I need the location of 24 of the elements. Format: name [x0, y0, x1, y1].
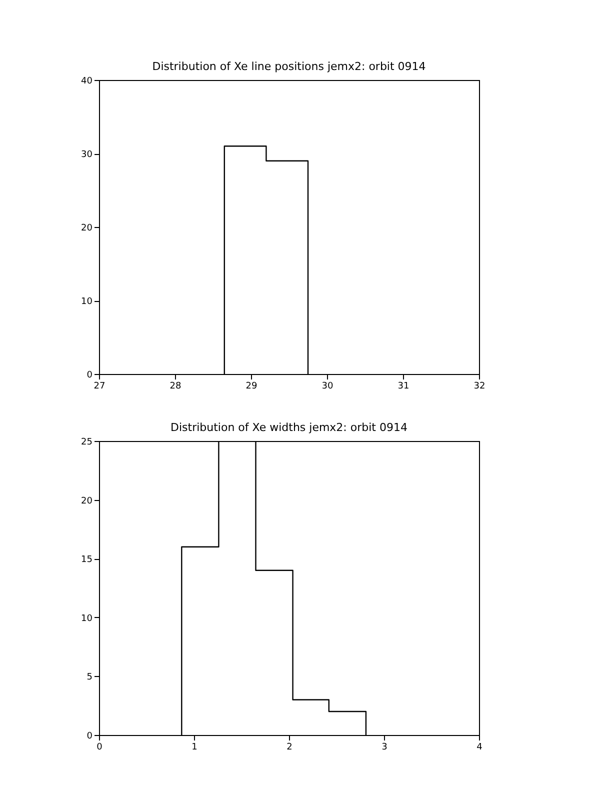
x-tick-label: 27: [94, 382, 106, 392]
x-tick-label: 2: [286, 742, 292, 752]
x-tick-label: 28: [170, 382, 182, 392]
x-tick-label: 0: [96, 742, 103, 752]
y-tick-label: 0: [86, 370, 93, 380]
y-tick-label: 15: [81, 555, 92, 566]
x-tick-label: 4: [476, 742, 483, 752]
chart-title: Distribution of Xe line positions jemx2: orbit 0914: [152, 60, 426, 73]
y-tick-label: 25: [81, 438, 92, 448]
x-tick-label: 3: [382, 742, 388, 752]
x-tick-label: 29: [246, 382, 258, 392]
y-tick-label: 20: [81, 224, 93, 234]
chart-title: Distribution of Xe widths jemx2: orbit 0914: [170, 421, 408, 434]
y-tick-label: 0: [86, 732, 93, 742]
y-tick-label: 30: [81, 150, 93, 160]
x-tick-label: 1: [192, 742, 198, 752]
y-tick-label: 40: [81, 76, 93, 86]
y-tick-label: 5: [86, 672, 92, 683]
x-tick-label: 32: [474, 382, 486, 392]
x-tick-label: 31: [398, 382, 410, 392]
y-tick-label: 20: [81, 496, 93, 506]
x-tick-label: 30: [322, 382, 334, 392]
y-tick-label: 10: [81, 297, 93, 307]
y-tick-label: 10: [81, 614, 93, 624]
